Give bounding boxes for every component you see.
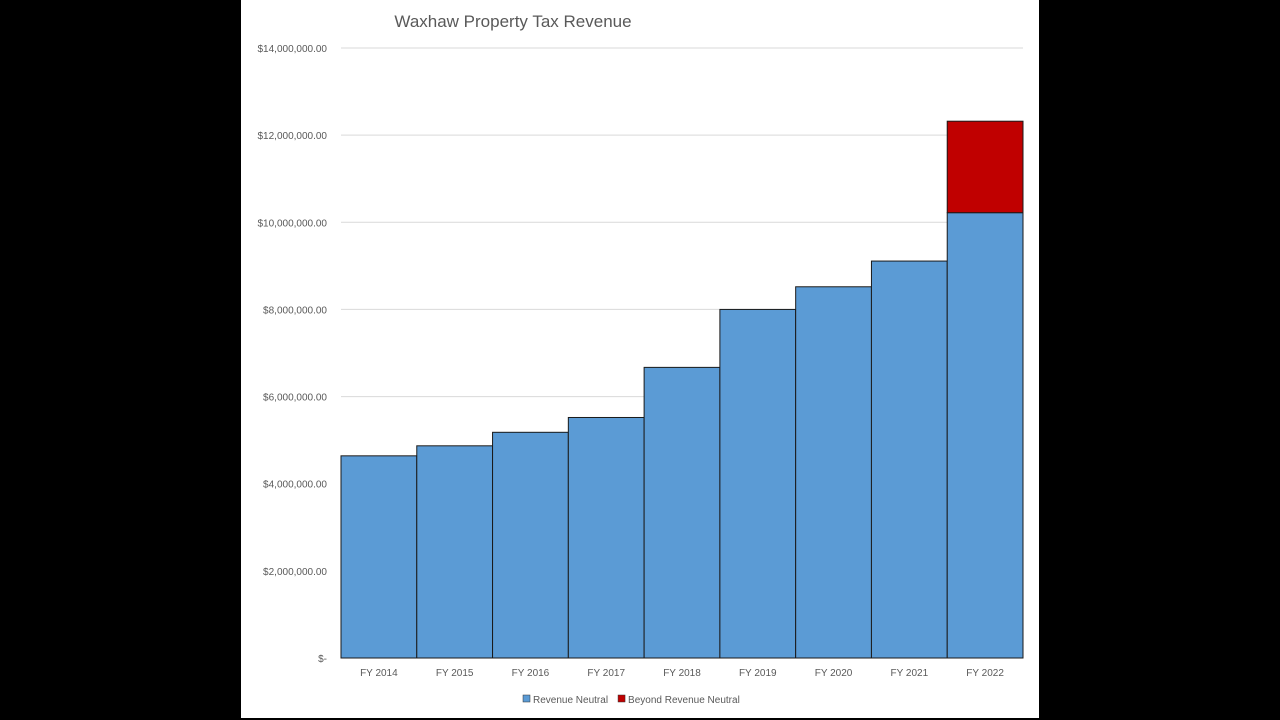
x-tick-label: FY 2020 (815, 668, 853, 679)
y-tick-label: $12,000,000.00 (257, 131, 327, 142)
x-tick-label: FY 2017 (587, 668, 625, 679)
bar-revenue-neutral (416, 445, 494, 659)
x-tick-label: FY 2019 (739, 668, 777, 679)
y-tick-label: $2,000,000.00 (263, 567, 327, 578)
bar-revenue-neutral (492, 431, 569, 659)
x-tick-label: FY 2014 (360, 668, 398, 679)
bar-revenue-neutral (567, 416, 645, 659)
x-tick-label: FY 2016 (512, 668, 550, 679)
bar-revenue-neutral (643, 366, 721, 659)
chart-panel: Waxhaw Property Tax Revenue $- $2,000,000… (241, 0, 1039, 718)
y-tick-label: $10,000,000.00 (257, 218, 327, 229)
bar-revenue-neutral (719, 308, 797, 659)
y-tick-label: $8,000,000.00 (263, 305, 327, 316)
y-tick-label: $- (318, 654, 327, 665)
y-tick-label: $14,000,000.00 (257, 44, 327, 55)
legend-label: Revenue Neutral (533, 695, 608, 706)
legend-swatch (617, 694, 626, 703)
bar-revenue-neutral (946, 212, 1024, 659)
y-tick-label: $6,000,000.00 (263, 393, 327, 404)
x-tick-label: FY 2018 (663, 668, 701, 679)
x-tick-label: FY 2021 (891, 668, 929, 679)
chart-title: Waxhaw Property Tax Revenue (394, 12, 631, 31)
x-tick-label: FY 2015 (436, 668, 474, 679)
bar-beyond-revenue-neutral (946, 120, 1024, 214)
legend-label: Beyond Revenue Neutral (628, 695, 740, 706)
y-tick-label: $4,000,000.00 (263, 480, 327, 491)
bar-chart: Waxhaw Property Tax Revenue $- $2,000,000… (257, 12, 1024, 706)
x-tick-label: FY 2022 (966, 668, 1004, 679)
bar-revenue-neutral (340, 455, 418, 659)
bar-revenue-neutral (795, 286, 872, 659)
legend-swatch (522, 694, 531, 703)
bar-revenue-neutral (870, 260, 948, 659)
